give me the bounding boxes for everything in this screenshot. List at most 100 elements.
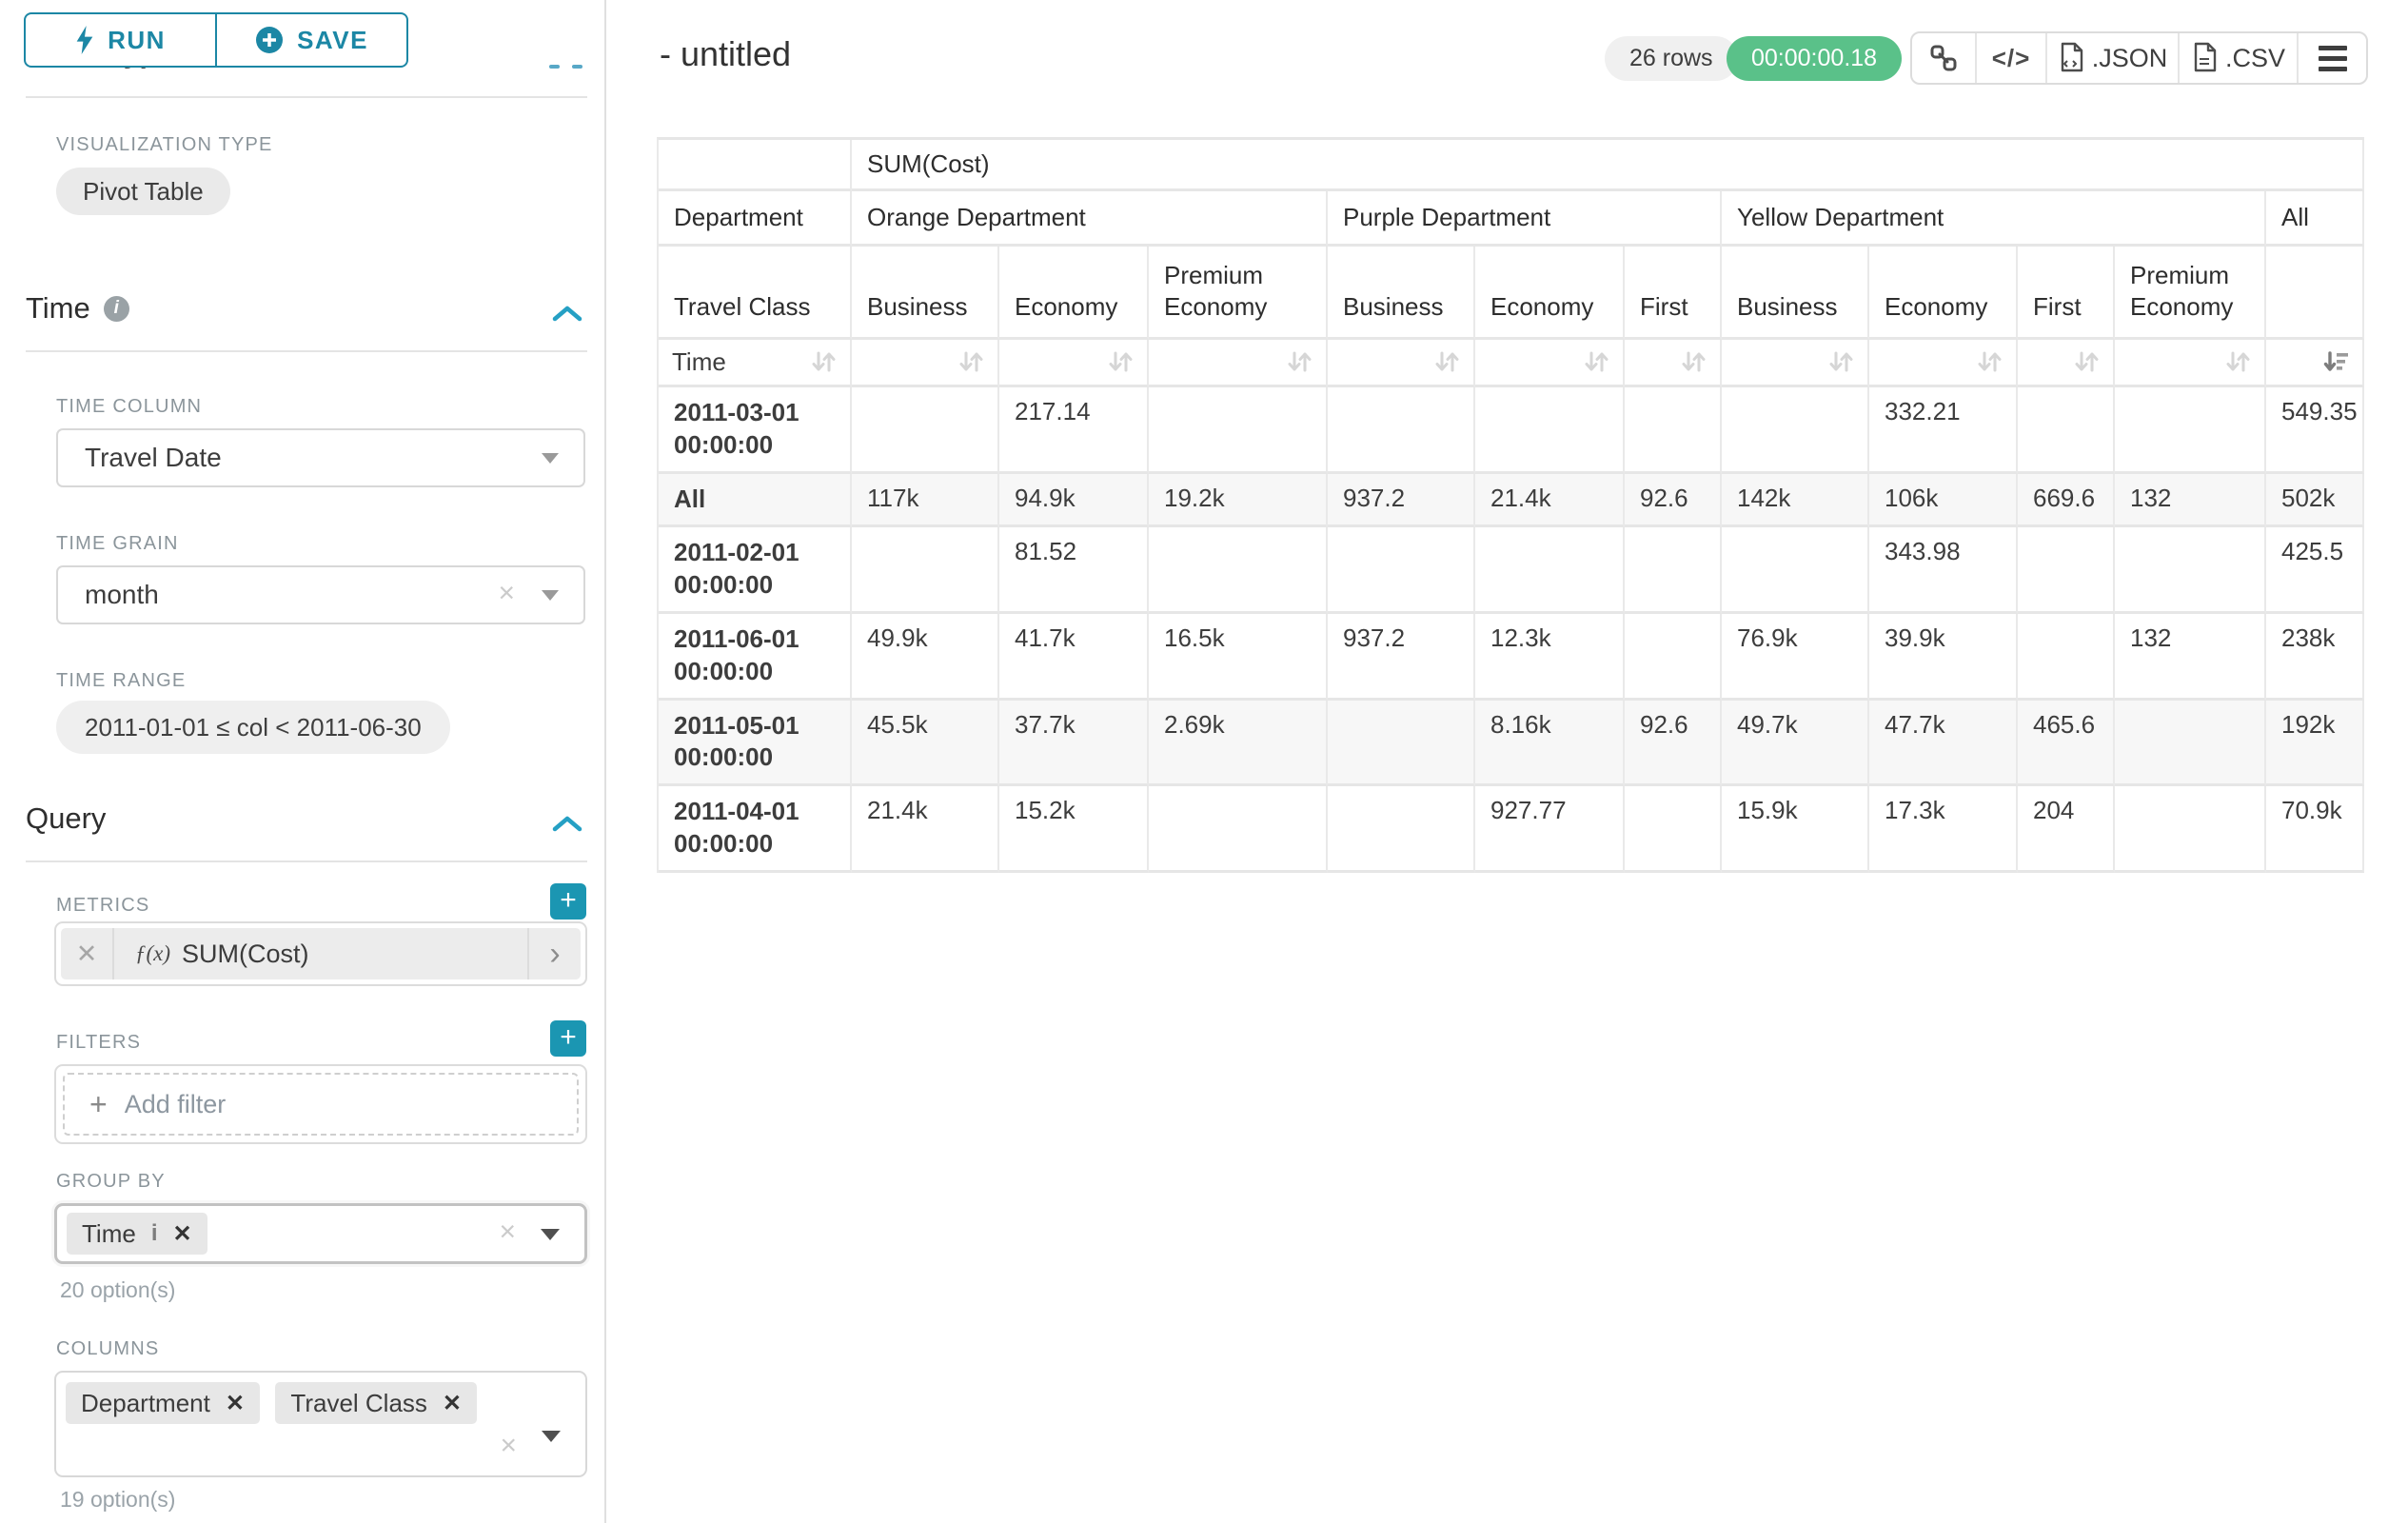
col-header: Premium Economy bbox=[2115, 247, 2266, 340]
json-file-icon bbox=[2061, 42, 2082, 72]
sort-icon[interactable] bbox=[1287, 349, 1313, 375]
sort-icon[interactable] bbox=[1977, 349, 2003, 375]
export-csv-button[interactable]: .CSV bbox=[2178, 33, 2297, 83]
sort-icon[interactable] bbox=[1434, 349, 1460, 375]
col-header: Premium Economy bbox=[1149, 247, 1328, 340]
columns-select[interactable]: Department ✕ Travel Class ✕ × bbox=[54, 1371, 587, 1477]
row-label: 2011-02-01 00:00:00 bbox=[659, 527, 852, 614]
time-grain-value: month bbox=[85, 580, 159, 609]
sort-icon[interactable] bbox=[811, 349, 837, 375]
csv-file-icon bbox=[2194, 42, 2217, 72]
code-icon: </> bbox=[1991, 43, 2031, 72]
control-panel: Chart Type RUN SAVE VISUALIZATION TYPE P… bbox=[0, 0, 606, 1523]
col-header: Business bbox=[1328, 247, 1475, 340]
export-json-label: .JSON bbox=[2091, 43, 2168, 72]
row-label: 2011-06-01 00:00:00 bbox=[659, 613, 852, 701]
menu-button[interactable] bbox=[2297, 33, 2366, 83]
save-button[interactable]: SAVE bbox=[215, 12, 408, 68]
section-divider bbox=[26, 96, 587, 98]
chart-title[interactable]: - untitled bbox=[660, 34, 792, 73]
table-row: 2011-03-01 00:00:00 217.14 332.21 549.35 bbox=[659, 387, 2365, 474]
time-section-title: Time bbox=[26, 291, 90, 325]
chevron-up-icon[interactable] bbox=[550, 303, 584, 324]
remove-tag-icon[interactable]: ✕ bbox=[442, 1390, 463, 1416]
hamburger-icon bbox=[2318, 45, 2347, 71]
department-header-row: Department Orange Department Purple Depa… bbox=[659, 191, 2365, 247]
clear-icon[interactable]: × bbox=[499, 1216, 516, 1248]
run-button-label: RUN bbox=[108, 25, 166, 54]
col-group-header: Orange Department bbox=[852, 191, 1328, 247]
col-header: Business bbox=[1722, 247, 1869, 340]
viz-type-label: VISUALIZATION TYPE bbox=[56, 134, 273, 155]
sort-icon[interactable] bbox=[1584, 349, 1609, 375]
chevron-down-icon bbox=[541, 1229, 560, 1240]
columns-tag: Department ✕ bbox=[66, 1382, 260, 1424]
clear-icon[interactable]: × bbox=[498, 577, 515, 609]
info-icon: i bbox=[103, 295, 129, 322]
group-by-tag: Time i ✕ bbox=[67, 1213, 207, 1255]
add-filter-label: Add filter bbox=[124, 1089, 227, 1118]
row-dim-travel-class: Travel Class bbox=[659, 247, 852, 340]
function-icon: ƒ(x) bbox=[135, 941, 171, 965]
col-header: First bbox=[1625, 247, 1722, 340]
time-column-select[interactable]: Travel Date bbox=[56, 428, 585, 487]
travel-class-header-row: Travel Class Business Economy Premium Ec… bbox=[659, 247, 2365, 340]
chevron-up-icon[interactable] bbox=[550, 813, 584, 834]
column-info-icon: i bbox=[150, 1220, 158, 1246]
chevron-down-icon bbox=[542, 590, 559, 601]
pivot-table: SUM(Cost) Department Orange Department P… bbox=[657, 137, 2365, 873]
run-button[interactable]: RUN bbox=[24, 12, 217, 68]
sort-icon[interactable] bbox=[1681, 349, 1707, 375]
remove-metric-icon[interactable]: ✕ bbox=[61, 928, 114, 979]
save-button-label: SAVE bbox=[297, 25, 368, 54]
time-sort-cell: Time bbox=[659, 340, 852, 387]
add-metric-button[interactable]: + bbox=[550, 883, 586, 920]
group-by-tag-label: Time bbox=[82, 1218, 136, 1248]
col-header: Economy bbox=[1475, 247, 1625, 340]
col-header: Economy bbox=[1869, 247, 2018, 340]
sort-desc-icon[interactable] bbox=[2323, 349, 2350, 375]
plus-icon: + bbox=[89, 1086, 108, 1121]
metric-header-row: SUM(Cost) bbox=[659, 140, 2365, 191]
table-row: 2011-02-01 00:00:00 81.52 343.98 425.5 bbox=[659, 527, 2365, 614]
chevron-right-icon[interactable]: › bbox=[527, 928, 581, 979]
metric-main[interactable]: ƒ(x) SUM(Cost) bbox=[114, 940, 527, 969]
time-column-value: Travel Date bbox=[85, 443, 222, 472]
columns-tag: Travel Class ✕ bbox=[275, 1382, 478, 1424]
sort-icon[interactable] bbox=[958, 349, 984, 375]
table-row: 2011-06-01 00:00:00 49.9k 41.7k 16.5k 937.… bbox=[659, 613, 2365, 701]
time-grain-select[interactable]: month × bbox=[56, 565, 585, 624]
sort-icon[interactable] bbox=[2225, 349, 2251, 375]
export-json-button[interactable]: .JSON bbox=[2045, 33, 2178, 83]
add-filter-button[interactable]: + Add filter bbox=[63, 1073, 579, 1136]
clipped-icon bbox=[549, 65, 560, 69]
time-range-pill[interactable]: 2011-01-01 ≤ col < 2011-06-30 bbox=[56, 701, 450, 754]
sort-icon[interactable] bbox=[1828, 349, 1854, 375]
metric-name: SUM(Cost) bbox=[182, 939, 309, 968]
table-row: 2011-05-01 00:00:00 45.5k 37.7k 2.69k 8.16… bbox=[659, 700, 2365, 787]
group-by-select[interactable]: Time i ✕ × bbox=[54, 1203, 587, 1264]
sort-icon[interactable] bbox=[2074, 349, 2100, 375]
col-header: Business bbox=[852, 247, 999, 340]
query-section-header: Query bbox=[26, 801, 106, 836]
time-grain-label: TIME GRAIN bbox=[56, 533, 179, 554]
sort-icon[interactable] bbox=[1108, 349, 1134, 375]
sort-row: Time bbox=[659, 340, 2365, 387]
add-filter-plus-button[interactable]: + bbox=[550, 1020, 586, 1057]
clear-icon[interactable]: × bbox=[500, 1430, 517, 1461]
remove-tag-icon[interactable]: ✕ bbox=[225, 1390, 245, 1416]
short-url-button[interactable] bbox=[1912, 33, 1975, 83]
columns-label: COLUMNS bbox=[56, 1338, 160, 1359]
viz-type-pill[interactable]: Pivot Table bbox=[56, 168, 230, 215]
filters-label: FILTERS bbox=[56, 1032, 142, 1053]
view-query-button[interactable]: </> bbox=[1975, 33, 2045, 83]
row-count-badge: 26 rows bbox=[1605, 36, 1738, 81]
remove-tag-icon[interactable]: ✕ bbox=[172, 1220, 192, 1247]
time-range-label: TIME RANGE bbox=[56, 670, 187, 691]
group-by-label: GROUP BY bbox=[56, 1171, 166, 1192]
col-group-header: All bbox=[2266, 191, 2365, 247]
lightning-icon bbox=[76, 26, 93, 54]
pivot-corner-cell bbox=[659, 140, 852, 191]
plus-circle-icon bbox=[256, 27, 284, 53]
